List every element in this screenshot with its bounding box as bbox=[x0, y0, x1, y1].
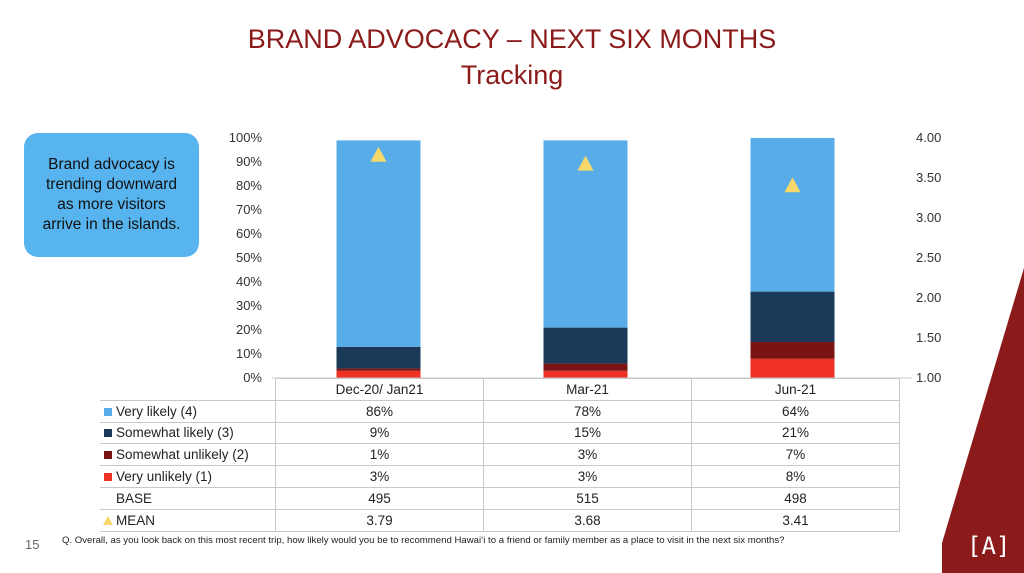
callout-box: Brand advocacy is trending downward as m… bbox=[24, 133, 199, 257]
data-cell: 86% bbox=[275, 399, 484, 423]
legend-key-somewhat-likely bbox=[104, 429, 112, 438]
category-header: Jun-21 bbox=[691, 378, 900, 401]
bar-segment bbox=[336, 368, 421, 371]
callout-text: Brand advocacy is trending downward as m… bbox=[42, 156, 181, 233]
data-cell: 9% bbox=[275, 421, 484, 445]
y-tick-label: 30% bbox=[236, 298, 262, 313]
bar-segment bbox=[336, 346, 421, 369]
data-cell: 15% bbox=[483, 421, 692, 445]
corner-decoration bbox=[942, 268, 1024, 573]
y-tick-label: 80% bbox=[236, 178, 262, 193]
page-number: 15 bbox=[25, 537, 40, 552]
legend-label: Very unlikely (1) bbox=[116, 469, 213, 485]
legend-label: Somewhat likely (3) bbox=[116, 425, 234, 441]
legend-key-very-unlikely bbox=[104, 473, 112, 482]
y-tick-label: 40% bbox=[236, 274, 262, 289]
data-cell: 1% bbox=[275, 443, 484, 467]
table-row-very-likely: Very likely (4) 86% 78% 64% bbox=[100, 399, 900, 423]
page-subtitle: Tracking bbox=[460, 60, 564, 90]
y-tick-label: 100% bbox=[229, 130, 263, 145]
data-cell: 7% bbox=[691, 443, 900, 467]
table-row-somewhat-likely: Somewhat likely (3) 9% 15% 21% bbox=[100, 421, 900, 445]
data-cell: 515 bbox=[483, 486, 692, 510]
bar-segment bbox=[750, 342, 835, 359]
data-cell: 64% bbox=[691, 399, 900, 423]
row-label: BASE bbox=[100, 486, 276, 510]
row-label: Somewhat unlikely (2) bbox=[100, 443, 276, 467]
page-title: BRAND ADVOCACY – NEXT SIX MONTHS bbox=[247, 24, 777, 54]
table-corner bbox=[100, 378, 276, 401]
y-tick-label: 70% bbox=[236, 202, 262, 217]
legend-label: MEAN bbox=[116, 512, 156, 528]
table-row-base: BASE 495 515 498 bbox=[100, 486, 900, 510]
category-header: Dec-20/ Jan21 bbox=[275, 378, 484, 401]
triangle-icon bbox=[103, 515, 113, 525]
bar-segment bbox=[543, 140, 628, 328]
legend-key-somewhat-unlikely bbox=[104, 451, 112, 460]
table-row-very-unlikely: Very unlikely (1) 3% 3% 8% bbox=[100, 465, 900, 488]
data-cell: 3.41 bbox=[691, 508, 900, 532]
y2-tick-label: 1.50 bbox=[916, 330, 941, 345]
y2-tick-label: 3.50 bbox=[916, 170, 941, 185]
company-logo: [A] bbox=[967, 532, 1011, 560]
row-label: MEAN bbox=[100, 508, 276, 532]
mean-marker bbox=[784, 177, 801, 193]
legend-key-very-likely bbox=[104, 407, 112, 416]
y-tick-label: 20% bbox=[236, 322, 262, 337]
data-cell: 3% bbox=[483, 465, 692, 488]
table-row-mean: MEAN 3.79 3.68 3.41 bbox=[100, 508, 900, 532]
data-table: Dec-20/ Jan21 Mar-21 Jun-21 Very likely … bbox=[100, 378, 900, 532]
legend-label: BASE bbox=[116, 490, 153, 506]
data-cell: 3.79 bbox=[275, 508, 484, 532]
y-tick-label: 90% bbox=[236, 154, 262, 169]
bar-segment bbox=[750, 358, 835, 378]
y2-tick-label: 4.00 bbox=[916, 130, 941, 145]
data-cell: 3% bbox=[483, 443, 692, 467]
data-cell: 21% bbox=[691, 421, 900, 445]
y2-tick-label: 1.00 bbox=[916, 370, 941, 385]
category-header: Mar-21 bbox=[483, 378, 692, 401]
data-cell: 8% bbox=[691, 465, 900, 488]
data-cell: 3.68 bbox=[483, 508, 692, 532]
bar-segment bbox=[336, 370, 421, 378]
y-tick-label: 60% bbox=[236, 226, 262, 241]
mean-marker bbox=[370, 146, 387, 162]
bar-segment bbox=[336, 140, 421, 347]
y2-tick-label: 2.00 bbox=[916, 290, 941, 305]
legend-label: Somewhat unlikely (2) bbox=[116, 447, 249, 463]
data-cell: 498 bbox=[691, 486, 900, 510]
y-tick-label: 10% bbox=[236, 346, 262, 361]
mean-marker bbox=[577, 155, 594, 171]
data-cell: 78% bbox=[483, 399, 692, 423]
table-row-somewhat-unlikely: Somewhat unlikely (2) 1% 3% 7% bbox=[100, 443, 900, 467]
row-label: Somewhat likely (3) bbox=[100, 421, 276, 445]
data-cell: 3% bbox=[275, 465, 484, 488]
y2-tick-label: 3.00 bbox=[916, 210, 941, 225]
data-cell: 495 bbox=[275, 486, 484, 510]
bar-segment bbox=[750, 138, 835, 292]
y2-tick-label: 2.50 bbox=[916, 250, 941, 265]
row-label: Very unlikely (1) bbox=[100, 465, 276, 488]
legend-key-blank bbox=[104, 495, 112, 503]
bar-segment bbox=[543, 370, 628, 378]
stacked-bar-chart: 0%10%20%30%40%50%60%70%80%90%100%1.001.5… bbox=[229, 130, 942, 385]
bar-segment bbox=[543, 363, 628, 371]
legend-label: Very likely (4) bbox=[116, 403, 198, 419]
bar-segment bbox=[750, 291, 835, 342]
question-text: Q. Overall, as you look back on this mos… bbox=[62, 535, 785, 546]
y-tick-label: 50% bbox=[236, 250, 262, 265]
bar-segment bbox=[543, 327, 628, 364]
table-header-row: Dec-20/ Jan21 Mar-21 Jun-21 bbox=[100, 378, 900, 401]
row-label: Very likely (4) bbox=[100, 399, 276, 423]
